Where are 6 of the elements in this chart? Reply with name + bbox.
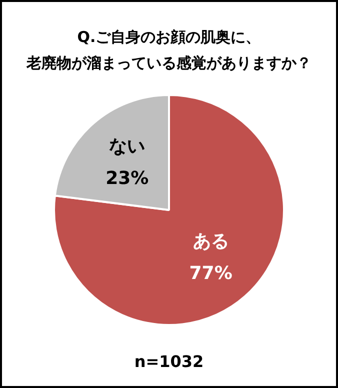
slice-label: ない [109,136,146,158]
text: n=1032 [134,352,204,371]
chart-title: Q.ご自身のお顔の肌奥に、老廃物が溜まっている感覚がありますか？ [25,27,312,74]
data-label: 77% [189,263,232,284]
data-label: 23% [106,168,149,190]
slice-label: ある [192,231,229,252]
